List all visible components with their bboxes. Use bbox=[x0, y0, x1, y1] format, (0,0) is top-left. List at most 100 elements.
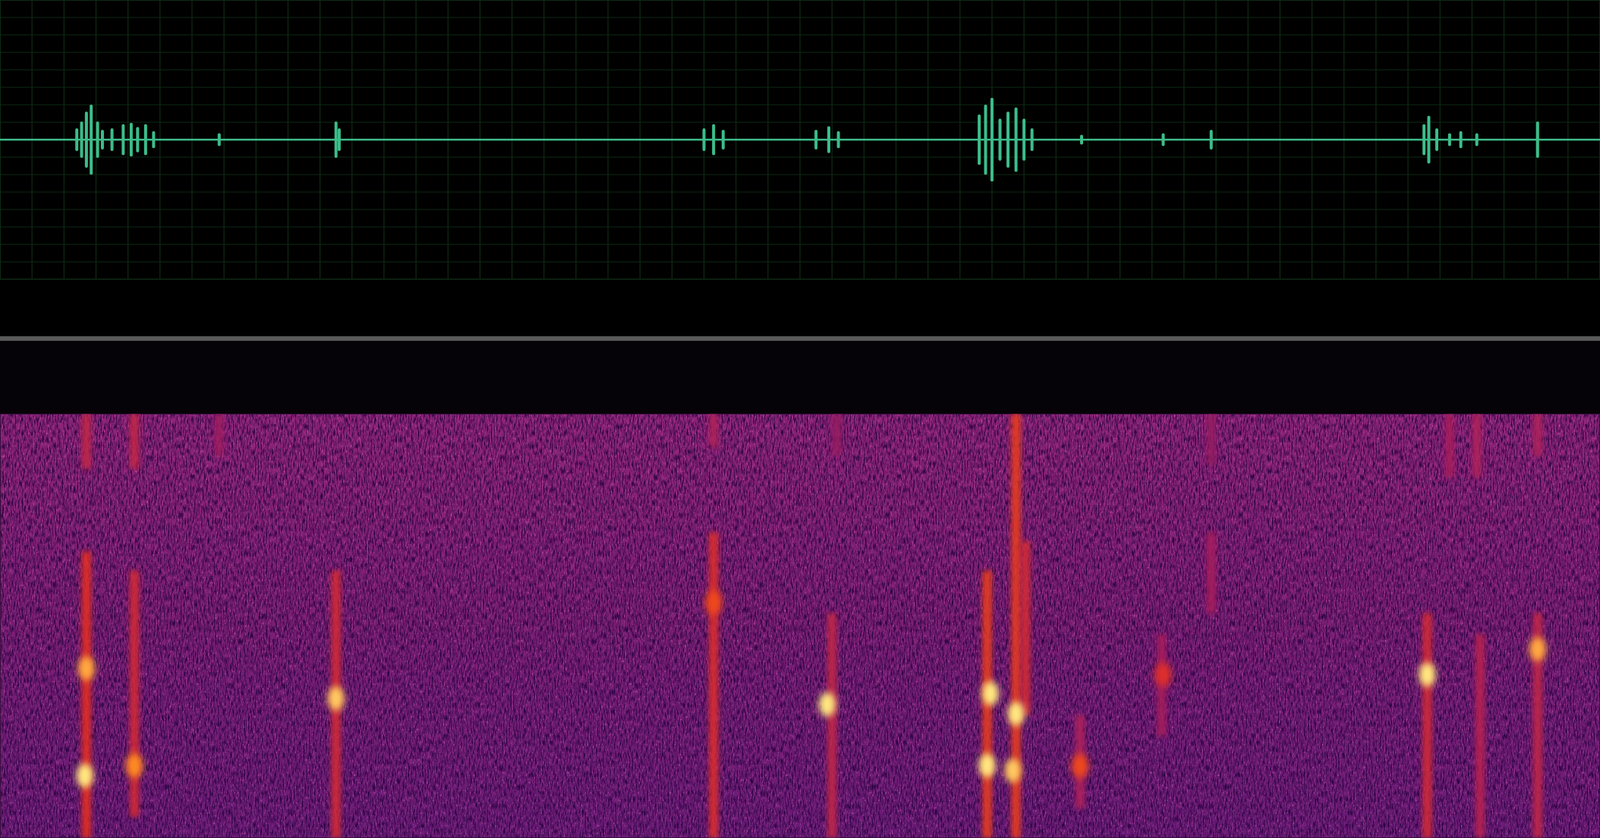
spectral-streak bbox=[129, 413, 139, 470]
waveform-spike bbox=[100, 131, 104, 149]
waveform-spike bbox=[837, 132, 841, 147]
grid-line-y bbox=[0, 226, 1600, 227]
waveform-spike bbox=[1536, 122, 1540, 157]
waveform-spike bbox=[217, 135, 221, 145]
spectral-streak bbox=[827, 613, 837, 838]
waveform-spike bbox=[990, 99, 994, 181]
grid-line-y bbox=[0, 121, 1600, 123]
waveform-spike bbox=[1435, 129, 1439, 150]
grid-line-y bbox=[0, 103, 1600, 105]
spectral-peak bbox=[327, 686, 345, 711]
waveform-spike bbox=[135, 128, 139, 151]
spectral-streak bbox=[1533, 413, 1543, 457]
spectrogram-texture bbox=[0, 413, 1600, 838]
spectral-streak bbox=[1020, 541, 1030, 715]
waveform-spike bbox=[1448, 135, 1452, 145]
waveform-spike bbox=[984, 106, 988, 174]
grid-line-y bbox=[0, 69, 1600, 70]
grid-line-y bbox=[0, 173, 1600, 175]
waveform-spike bbox=[1209, 131, 1213, 149]
waveform-spike bbox=[151, 132, 155, 147]
waveform-spike bbox=[144, 125, 148, 155]
waveform-spike bbox=[977, 116, 981, 164]
spectral-streak bbox=[1422, 613, 1432, 838]
waveform-spike bbox=[110, 129, 114, 150]
spectral-peak bbox=[1529, 636, 1547, 662]
spectral-streak bbox=[129, 570, 139, 817]
waveform-spike bbox=[121, 125, 125, 155]
plot-frame bbox=[0, 414, 1600, 838]
spectral-streak bbox=[708, 413, 719, 448]
spectral-peak bbox=[818, 692, 836, 717]
grid-line-y bbox=[0, 16, 1600, 18]
spectral-streak bbox=[708, 532, 719, 838]
baseline bbox=[0, 138, 1600, 142]
waveform-spike bbox=[1022, 119, 1026, 160]
spectral-peak bbox=[1004, 758, 1021, 783]
spectral-peak bbox=[78, 655, 95, 681]
grid-line-y bbox=[0, 261, 1600, 262]
spectral-peak bbox=[979, 752, 996, 778]
waveform-spike bbox=[1006, 113, 1010, 167]
waveform-spike bbox=[1422, 125, 1426, 155]
spectrogram-marks bbox=[76, 413, 1547, 838]
grid-line-x bbox=[703, 0, 705, 280]
grid-line-y bbox=[0, 34, 1600, 35]
spectral-peak bbox=[1007, 701, 1025, 726]
grid-line-y bbox=[0, 243, 1600, 245]
chart-root bbox=[0, 0, 1600, 838]
panel-divider bbox=[0, 336, 1600, 341]
grid-line-y bbox=[0, 156, 1600, 158]
grid-line-y bbox=[0, 208, 1600, 210]
waveform-spike bbox=[96, 122, 100, 157]
plot-frame bbox=[0, 0, 1600, 280]
spectrogram-texture bbox=[0, 413, 1600, 838]
waveform-spike bbox=[129, 124, 133, 155]
waveform-spike bbox=[1426, 117, 1430, 163]
waveform-spike bbox=[1459, 132, 1463, 147]
grid-line-y bbox=[0, 191, 1600, 193]
waveform-spike bbox=[75, 129, 79, 150]
spectral-peak bbox=[1071, 753, 1089, 778]
waveform-panel bbox=[0, 0, 1600, 337]
grid-line-y bbox=[0, 51, 1600, 53]
spectral-streak bbox=[81, 551, 92, 838]
waveform-spike bbox=[80, 122, 84, 157]
spectral-peak bbox=[125, 752, 143, 778]
waveform-spike bbox=[711, 125, 715, 155]
spectral-peak bbox=[1418, 662, 1436, 687]
grid-line-y bbox=[0, 86, 1600, 88]
spectral-streak bbox=[1206, 532, 1216, 614]
waveform-spike bbox=[721, 131, 725, 149]
spectral-streak bbox=[831, 413, 841, 457]
waveform-spike bbox=[827, 127, 831, 152]
waveform-spike bbox=[337, 129, 341, 150]
waveform-spike bbox=[1080, 135, 1084, 143]
grid-line-x bbox=[991, 0, 993, 280]
waveform-spike bbox=[85, 113, 89, 167]
spectral-peak bbox=[982, 680, 999, 706]
spectral-peak bbox=[705, 590, 722, 615]
spectral-peak bbox=[76, 763, 94, 788]
grid bbox=[0, 0, 1600, 280]
spectral-streak bbox=[1206, 413, 1216, 465]
waveform-spike bbox=[1162, 135, 1166, 145]
waveform-spike bbox=[998, 119, 1002, 160]
waveform-spike bbox=[702, 129, 706, 150]
waveform-spike bbox=[1014, 109, 1018, 171]
spectral-streak bbox=[1445, 413, 1455, 478]
spectrogram-top-band bbox=[0, 340, 1600, 414]
spectral-streak bbox=[81, 413, 92, 470]
waveform-spike bbox=[334, 122, 338, 157]
waveform-spike bbox=[89, 106, 93, 174]
waveform-spike bbox=[814, 131, 818, 149]
waveform-marks bbox=[0, 99, 1600, 181]
spectrogram-background bbox=[0, 413, 1600, 838]
waveform-spike bbox=[1030, 129, 1034, 150]
spectral-peak bbox=[1155, 662, 1172, 687]
spectral-streak bbox=[1472, 413, 1482, 478]
spectral-streak bbox=[214, 413, 224, 457]
grid-line-x bbox=[1023, 0, 1025, 280]
spectral-streak bbox=[1475, 634, 1485, 838]
waveform-spike bbox=[1475, 135, 1479, 145]
